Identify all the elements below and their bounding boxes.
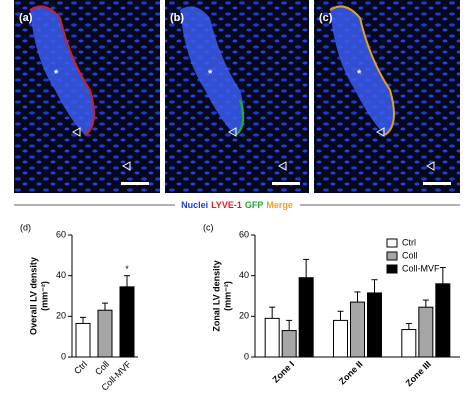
legend-label: Coll-MVF: [402, 263, 440, 273]
bar: [333, 319, 348, 358]
micrograph-b: [165, 0, 309, 193]
panel-label: (c): [203, 222, 214, 232]
bar: [119, 286, 135, 358]
stain-legend-entry: Nuclei: [181, 200, 208, 210]
x-tick-label: Coll: [93, 359, 111, 377]
bar: [281, 330, 297, 358]
bar: [75, 322, 91, 358]
bar: [264, 317, 280, 358]
bar: [418, 306, 434, 358]
stain-legend-entry: GFP: [245, 200, 264, 210]
bar: [97, 309, 113, 358]
lumen-asterisk: *: [54, 68, 59, 80]
y-tick-label: 20: [239, 311, 249, 321]
x-tick-label: Zone III: [404, 359, 433, 388]
y-tick-label: 20: [56, 311, 66, 321]
bar: [298, 277, 314, 358]
y-tick-label: 0: [244, 351, 249, 361]
bar: [401, 329, 417, 358]
y-axis-label: Zonal LV density: [211, 260, 221, 331]
legend-label: Coll: [402, 250, 418, 260]
y-axis-label: Overall LV density: [28, 257, 38, 335]
legend-swatch: [386, 264, 398, 274]
y-axis-label: (mm⁻²): [222, 281, 232, 311]
bar: [350, 301, 365, 358]
legend-label: Ctrl: [402, 237, 416, 247]
micrograph-a: [14, 0, 160, 193]
stain-legend-entry: LYVE-1: [211, 200, 242, 210]
stain-legend-entry: Merge: [266, 200, 293, 210]
y-tick-label: 60: [56, 229, 66, 239]
panel-label: (b): [170, 12, 184, 24]
x-tick-label: Zone II: [337, 359, 365, 387]
bar: [367, 292, 382, 358]
y-tick-label: 40: [56, 270, 66, 280]
micrograph-c: [314, 0, 460, 193]
y-tick-label: 0: [61, 351, 66, 361]
panel-label: (a): [19, 12, 33, 24]
legend-swatch: [386, 251, 398, 261]
lumen-asterisk: *: [208, 68, 213, 80]
legend-swatch: [386, 238, 398, 248]
significance: *: [125, 264, 129, 274]
panel-label: (c): [319, 12, 333, 24]
y-axis-label: (mm⁻²): [39, 281, 49, 311]
stain-legend: Nuclei LYVE-1 GFP Merge: [181, 200, 293, 210]
y-tick-label: 40: [239, 270, 249, 280]
lumen-asterisk: *: [357, 68, 362, 80]
y-tick-label: 60: [239, 229, 249, 239]
x-tick-label: Ctrl: [72, 359, 89, 376]
x-tick-label: Zone I: [270, 359, 296, 385]
bar: [435, 283, 451, 358]
panel-label: (d): [20, 222, 31, 232]
